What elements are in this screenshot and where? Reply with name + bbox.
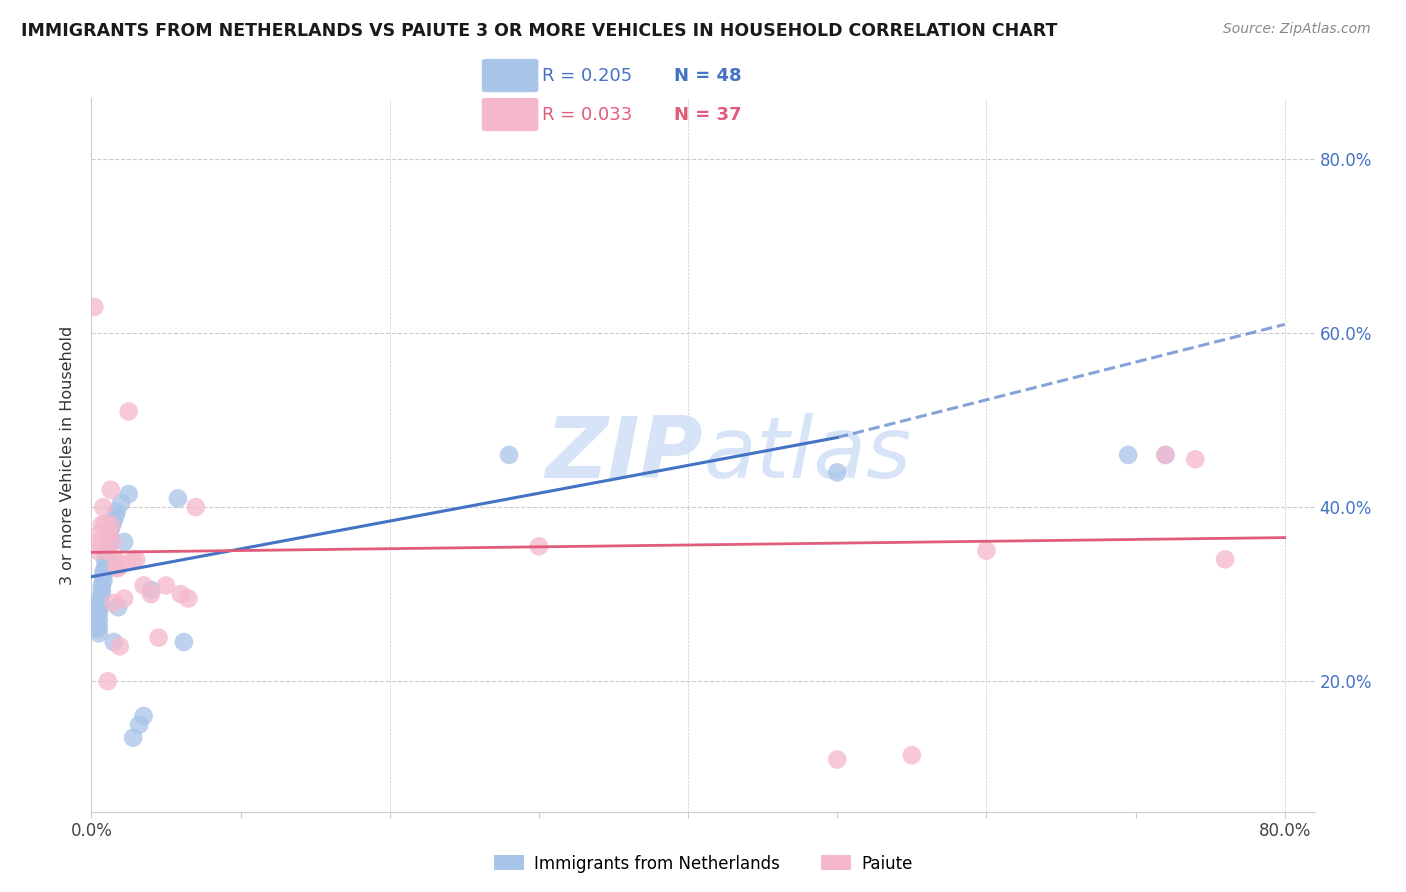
Point (86, 615, 108, 629)
Text: IMMIGRANTS FROM NETHERLANDS VS PAIUTE 3 OR MORE VEHICLES IN HOUSEHOLD CORRELATIO: IMMIGRANTS FROM NETHERLANDS VS PAIUTE 3 … (21, 22, 1057, 40)
Point (91, 574, 114, 588)
Point (825, 752, 848, 766)
Point (527, 539, 550, 553)
Point (498, 448, 520, 462)
Point (108, 640, 131, 654)
Point (98, 526, 121, 541)
Point (177, 591, 200, 606)
Point (100, 531, 122, 545)
Point (97, 543, 120, 558)
Point (122, 552, 145, 566)
Point (103, 635, 125, 649)
Point (1184, 452, 1206, 467)
Y-axis label: 3 or more Vehicles in Household: 3 or more Vehicles in Household (60, 326, 76, 584)
Point (96, 543, 118, 558)
Text: N = 37: N = 37 (673, 105, 741, 123)
Point (90, 578, 112, 592)
Text: R = 0.205: R = 0.205 (543, 67, 633, 85)
Point (112, 535, 135, 549)
Point (87, 607, 110, 621)
Point (101, 517, 124, 532)
Point (90, 587, 112, 601)
Point (91, 570, 114, 584)
Point (1116, 448, 1139, 462)
Point (112, 591, 135, 606)
Point (104, 508, 127, 523)
Point (98, 535, 121, 549)
Text: Source: ZipAtlas.com: Source: ZipAtlas.com (1223, 22, 1371, 37)
Point (167, 491, 190, 506)
Text: R = 0.033: R = 0.033 (543, 105, 633, 123)
Point (104, 552, 127, 566)
Point (91, 500, 114, 515)
Point (107, 561, 129, 575)
Point (110, 557, 132, 571)
Point (170, 587, 193, 601)
Point (83, 617, 105, 632)
Text: atlas: atlas (703, 413, 911, 497)
Point (84, 608, 107, 623)
Point (105, 504, 128, 518)
Point (87, 620, 110, 634)
Point (98, 526, 121, 541)
Point (173, 635, 195, 649)
Legend: Immigrants from Netherlands, Paiute: Immigrants from Netherlands, Paiute (486, 848, 920, 880)
Point (122, 731, 145, 745)
Point (100, 517, 122, 532)
Point (83, 300, 105, 314)
Point (84, 613, 107, 627)
Point (118, 404, 141, 418)
Point (139, 587, 162, 601)
FancyBboxPatch shape (481, 97, 538, 131)
Point (89, 526, 111, 541)
Text: N = 48: N = 48 (673, 67, 741, 85)
Point (125, 552, 148, 566)
Point (976, 543, 998, 558)
Text: ZIP: ZIP (546, 413, 703, 497)
Point (90, 517, 112, 532)
Point (94, 517, 117, 532)
Point (155, 578, 177, 592)
Point (96, 557, 118, 571)
Point (1154, 448, 1177, 462)
FancyBboxPatch shape (481, 59, 538, 93)
Point (825, 466, 848, 480)
Point (132, 578, 155, 592)
Point (110, 496, 132, 510)
Point (97, 674, 120, 689)
Point (184, 500, 207, 515)
Point (91, 566, 114, 580)
Point (90, 582, 112, 597)
Point (86, 605, 108, 619)
Point (86, 622, 108, 636)
Point (94, 561, 117, 575)
Point (103, 596, 125, 610)
Point (96, 548, 118, 562)
Point (107, 600, 129, 615)
Point (101, 535, 124, 549)
Point (103, 513, 125, 527)
Point (148, 631, 170, 645)
Point (139, 582, 162, 597)
Point (901, 748, 924, 763)
Point (1213, 552, 1236, 566)
Point (100, 483, 122, 497)
Point (97, 539, 120, 553)
Point (118, 487, 141, 501)
Point (132, 709, 155, 723)
Point (89, 600, 111, 615)
Point (100, 522, 122, 536)
Point (1154, 448, 1177, 462)
Point (87, 613, 110, 627)
Point (94, 552, 117, 566)
Point (128, 717, 150, 731)
Point (89, 596, 111, 610)
Point (87, 626, 110, 640)
Point (105, 561, 128, 575)
Point (86, 543, 108, 558)
Point (87, 535, 110, 549)
Point (89, 591, 111, 606)
